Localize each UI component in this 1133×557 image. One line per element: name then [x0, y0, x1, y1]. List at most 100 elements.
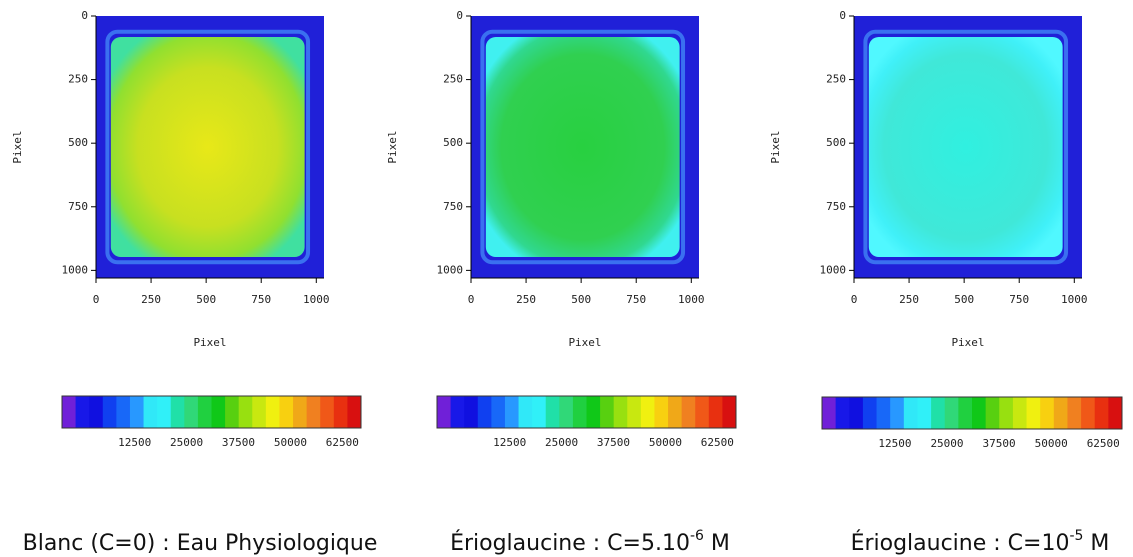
- colorbar-step: [450, 396, 465, 428]
- x-tick-label: 0: [468, 293, 475, 306]
- colorbar-step: [238, 396, 253, 428]
- colorbar-border: [436, 395, 737, 429]
- colorbar-step: [102, 396, 117, 428]
- colorbar-step: [252, 396, 267, 428]
- colorbar-step: [170, 396, 185, 428]
- colorbar-step: [347, 396, 362, 428]
- colorbar-step: [545, 396, 560, 428]
- image-frame: [863, 29, 1069, 265]
- x-tick-label: 500: [196, 293, 216, 306]
- colorbar-tick-label: 25000: [545, 436, 578, 449]
- colorbar-step: [559, 396, 574, 428]
- colorbar-tick-label: 12500: [878, 437, 911, 450]
- colorbar-step: [600, 396, 615, 428]
- colorbar-step: [143, 396, 158, 428]
- colorbar-step: [654, 396, 669, 428]
- colorbar-tick-label: 50000: [1035, 437, 1068, 450]
- x-tick-label: 500: [954, 293, 974, 306]
- colorbar-step: [822, 397, 837, 429]
- y-tick-label: 0: [839, 9, 846, 22]
- caption-part: Blanc (C=0) : Eau Physiologique: [23, 531, 378, 556]
- x-tick-label: 1000: [303, 293, 330, 306]
- y-tick-label: 500: [826, 136, 846, 149]
- colorbar-border: [61, 395, 362, 429]
- colorbar-tick-label: 12500: [118, 436, 151, 449]
- caption: Blanc (C=0) : Eau Physiologique: [23, 531, 378, 556]
- colorbar-tick-label: 62500: [701, 436, 734, 449]
- x-axis-label: Pixel: [951, 336, 984, 349]
- colorbar-step: [491, 396, 506, 428]
- colorbar-step: [1040, 397, 1055, 429]
- colorbar-step: [211, 396, 226, 428]
- colorbar-step: [849, 397, 864, 429]
- colorbar-tick-label: 50000: [649, 436, 682, 449]
- image-frame: [480, 29, 686, 265]
- colorbar-step: [586, 396, 601, 428]
- x-axis-label: Pixel: [568, 336, 601, 349]
- colorbar-tick-label: 37500: [983, 437, 1016, 450]
- colorbar-step: [640, 396, 655, 428]
- y-tick-label: 0: [456, 9, 463, 22]
- x-tick-label: 0: [851, 293, 858, 306]
- colorbar-step: [627, 396, 642, 428]
- y-tick-label: 250: [443, 73, 463, 86]
- colorbar-step: [129, 396, 145, 428]
- colorbar-step: [722, 396, 737, 428]
- colorbar-tick-label: 25000: [930, 437, 963, 450]
- caption-part: M: [704, 531, 730, 556]
- caption-part: Érioglaucine : C=10: [851, 530, 1070, 556]
- colorbar-step: [265, 396, 280, 428]
- colorbar-step: [1108, 397, 1123, 429]
- y-tick-label: 1000: [820, 263, 847, 276]
- x-tick-label: 750: [251, 293, 271, 306]
- y-tick-label: 750: [443, 200, 463, 213]
- x-tick-label: 250: [141, 293, 161, 306]
- x-tick-label: 250: [899, 293, 919, 306]
- colorbar-step: [1012, 397, 1028, 429]
- colorbar-step: [477, 396, 492, 428]
- colorbar-step: [279, 396, 294, 428]
- y-tick-label: 0: [81, 9, 88, 22]
- colorbar-step: [862, 397, 878, 429]
- colorbar-step: [681, 396, 696, 428]
- colorbar-step: [958, 397, 973, 429]
- x-tick-label: 750: [1009, 293, 1029, 306]
- colorbar-step: [931, 397, 946, 429]
- x-tick-label: 1000: [1061, 293, 1088, 306]
- colorbar-step: [89, 396, 104, 428]
- colorbar-step: [890, 397, 905, 429]
- colorbar-tick-label: 12500: [493, 436, 526, 449]
- x-tick-label: 500: [571, 293, 591, 306]
- y-tick-label: 500: [68, 136, 88, 149]
- colorbar-step: [225, 396, 240, 428]
- caption-part: -5: [1069, 528, 1083, 544]
- colorbar-step: [116, 396, 131, 428]
- colorbar-step: [504, 396, 520, 428]
- x-tick-label: 1000: [678, 293, 705, 306]
- image-field: [868, 36, 1063, 258]
- x-tick-label: 250: [516, 293, 536, 306]
- colorbar-step: [835, 397, 850, 429]
- y-tick-label: 750: [826, 200, 846, 213]
- y-tick-label: 250: [68, 73, 88, 86]
- colorbar-tick-label: 62500: [1087, 437, 1120, 450]
- colorbar-step: [1094, 397, 1109, 429]
- colorbar-step: [306, 396, 321, 428]
- image-frame: [105, 29, 311, 265]
- y-axis-label: Pixel: [11, 130, 24, 163]
- colorbar-step: [1067, 397, 1082, 429]
- colorbar-step: [532, 396, 547, 428]
- colorbar-step: [62, 396, 77, 428]
- colorbar-step: [75, 396, 90, 428]
- colorbar-step: [708, 396, 723, 428]
- colorbar-tick-label: 37500: [597, 436, 630, 449]
- colorbar-step: [1053, 397, 1068, 429]
- colorbar-tick-label: 62500: [326, 436, 359, 449]
- y-tick-label: 250: [826, 73, 846, 86]
- x-axis-label: Pixel: [193, 336, 226, 349]
- colorbar-step: [985, 397, 1000, 429]
- colorbar-step: [464, 396, 479, 428]
- y-tick-label: 500: [443, 136, 463, 149]
- colorbar-step: [972, 397, 987, 429]
